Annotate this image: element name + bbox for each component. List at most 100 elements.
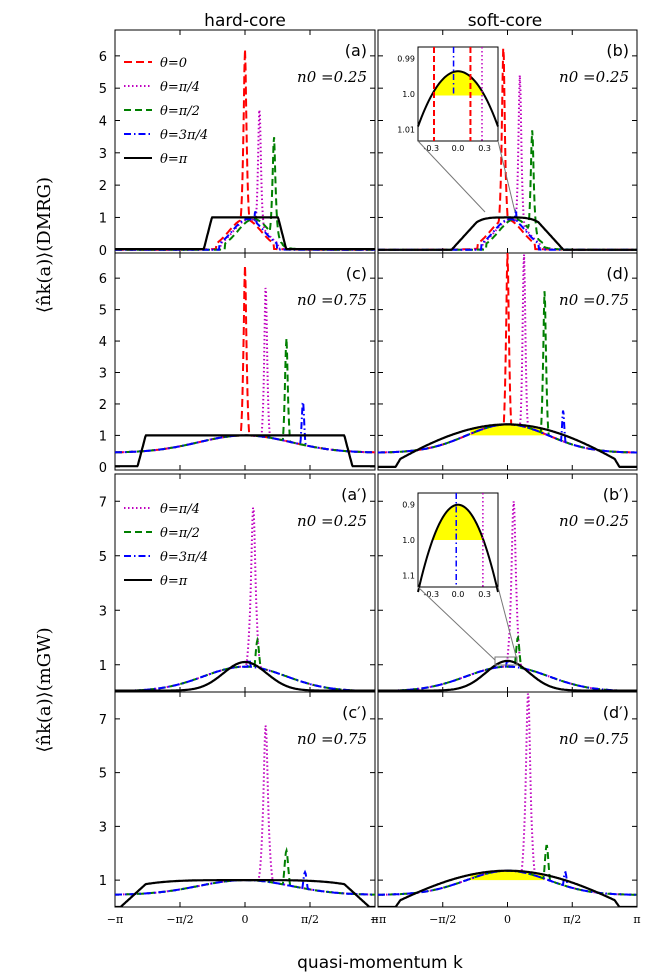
legend-label-theta_pi2: θ=π/2 — [160, 104, 200, 119]
inset-x-tick: 0.3 — [478, 144, 491, 153]
col-title-hard-core: hard-core — [204, 11, 286, 31]
density-label: n0 =0.25 — [297, 512, 367, 530]
series-line-theta_pi4 — [115, 507, 375, 692]
series-line-theta_pi — [378, 659, 637, 692]
col-title-soft-core: soft-core — [468, 11, 543, 31]
y-tick-label: 3 — [99, 820, 107, 835]
y-tick-label: 7 — [99, 713, 107, 728]
inset-bp: -0.3 0.0 0.3 1.1 1.0 0.9 — [402, 492, 499, 599]
series-line-theta_3pi4 — [378, 656, 637, 692]
x-tick-label: 0 — [242, 913, 249, 926]
inset-y-tick: 1.0 — [402, 536, 415, 545]
inset-y-tick: 0.99 — [397, 54, 415, 63]
series-line-theta_3pi4 — [115, 398, 375, 454]
series-line-theta_pi2 — [378, 634, 637, 692]
panel-frame — [114, 691, 376, 908]
panel-6: 1 3 5 7 −π −π/2 0 π/2 π (c′) n0 =0.75 — [99, 691, 379, 926]
density-label: n0 =0.25 — [559, 512, 629, 530]
series-line-theta_pi — [115, 216, 375, 251]
panel-1: (b) n0 =0.25 — [377, 29, 638, 254]
inset-zoom-box — [494, 656, 518, 666]
series-line-theta_pi2 — [115, 636, 375, 692]
y-tick-label: 2 — [99, 179, 107, 194]
y-tick-label: 1 — [99, 659, 107, 674]
x-label: quasi-momentum k — [297, 953, 463, 973]
inset-connector — [497, 140, 516, 213]
legend-label-theta_pi: θ=π — [160, 574, 188, 589]
x-tick-label: −π — [370, 913, 386, 926]
legend-label-theta_3pi4: θ=3π/4 — [160, 550, 208, 565]
y-tick-label: 5 — [99, 304, 107, 319]
legend-label-theta_pi4: θ=π/4 — [160, 80, 200, 95]
panel-5: (b′) n0 =0.25 — [377, 473, 638, 693]
legend-label-theta_pi: θ=π — [160, 152, 188, 167]
series-line-theta_pi — [115, 434, 375, 468]
x-tick-label: −π — [107, 913, 123, 926]
inset-connector — [497, 586, 518, 661]
y-tick-label: 5 — [99, 82, 107, 97]
density-label: n0 =0.75 — [559, 291, 629, 309]
x-tick-label: 0 — [504, 913, 511, 926]
panel-label: (a) — [345, 41, 367, 60]
panel-frame — [377, 473, 638, 693]
y-tick-label: 1 — [99, 429, 107, 444]
panel-7: −π −π/2 0 π/2 π (d′) n0 =0.75 — [370, 691, 641, 926]
y-tick-label: 3 — [99, 604, 107, 619]
series-line-theta_pi4 — [378, 501, 637, 692]
series-line-theta_pi2 — [378, 130, 637, 251]
density-label: n0 =0.75 — [297, 291, 367, 309]
x-tick-label: π/2 — [563, 913, 581, 926]
inset-connector — [417, 586, 496, 661]
y-tick-label: 3 — [99, 147, 107, 162]
inset-connector — [417, 140, 486, 213]
panel-label: (b′) — [603, 485, 629, 504]
y-tick-label: 0 — [99, 461, 107, 476]
series-line-theta_pi4 — [115, 109, 375, 251]
x-tick-label: π/2 — [301, 913, 319, 926]
panel-label: (d) — [606, 264, 629, 283]
density-label: n0 =0.25 — [559, 68, 629, 86]
x-tick-label: −π/2 — [166, 913, 193, 926]
y-tick-label: 3 — [99, 367, 107, 382]
y-tick-label: 0 — [99, 244, 107, 259]
density-label: n0 =0.75 — [559, 730, 629, 748]
panel-3: (d) n0 =0.75 — [377, 252, 638, 471]
inset-x-tick: 0.0 — [452, 590, 465, 599]
inset-x-tick: 0.0 — [452, 144, 465, 153]
series-line-theta_pi2 — [115, 846, 375, 896]
inset-x-tick: -0.3 — [424, 144, 440, 153]
series-line-theta_pi4 — [115, 725, 375, 896]
panel-label: (c) — [346, 264, 367, 283]
y-label-dmrg: ⟨n̂k(a)⟩(DMRG) — [34, 177, 55, 313]
series-line-theta_3pi4 — [115, 657, 375, 692]
panel-label: (a′) — [341, 485, 367, 504]
panel-0: 0 1 2 3 4 5 6 (a) n0 =0.25 — [99, 29, 376, 259]
y-tick-label: 2 — [99, 398, 107, 413]
inset-curve — [417, 70, 499, 127]
series-line-theta_pi — [378, 216, 637, 251]
y-tick-label: 4 — [99, 114, 107, 129]
y-tick-label: 1 — [99, 211, 107, 226]
y-tick-label: 1 — [99, 874, 107, 889]
density-label: n0 =0.25 — [297, 68, 367, 86]
x-tick-label: π — [633, 913, 640, 926]
inset-x-tick: 0.3 — [478, 590, 491, 599]
inset-y-tick: 1.0 — [402, 90, 415, 99]
panel-label: (d′) — [603, 703, 629, 722]
series-line-theta0 — [378, 253, 637, 454]
density-label: n0 =0.75 — [297, 730, 367, 748]
inset-b: -0.3 0.0 0.3 1.01 1.0 0.99 — [397, 46, 499, 153]
inset-curve — [417, 503, 499, 593]
series-line-theta_pi — [378, 869, 637, 907]
series-line-theta_pi — [115, 660, 375, 692]
x-tick-label: −π/2 — [429, 913, 456, 926]
legend-label-theta_3pi4: θ=3π/4 — [160, 128, 208, 143]
y-tick-label: 5 — [99, 767, 107, 782]
y-tick-label: 5 — [99, 550, 107, 565]
y-tick-label: 6 — [99, 272, 107, 287]
series-line-theta_pi — [115, 879, 375, 907]
panel-label: (b) — [606, 41, 629, 60]
series-line-theta_pi2 — [115, 137, 375, 251]
y-tick-label: 7 — [99, 495, 107, 510]
inset-y-tick: 1.01 — [397, 126, 415, 135]
